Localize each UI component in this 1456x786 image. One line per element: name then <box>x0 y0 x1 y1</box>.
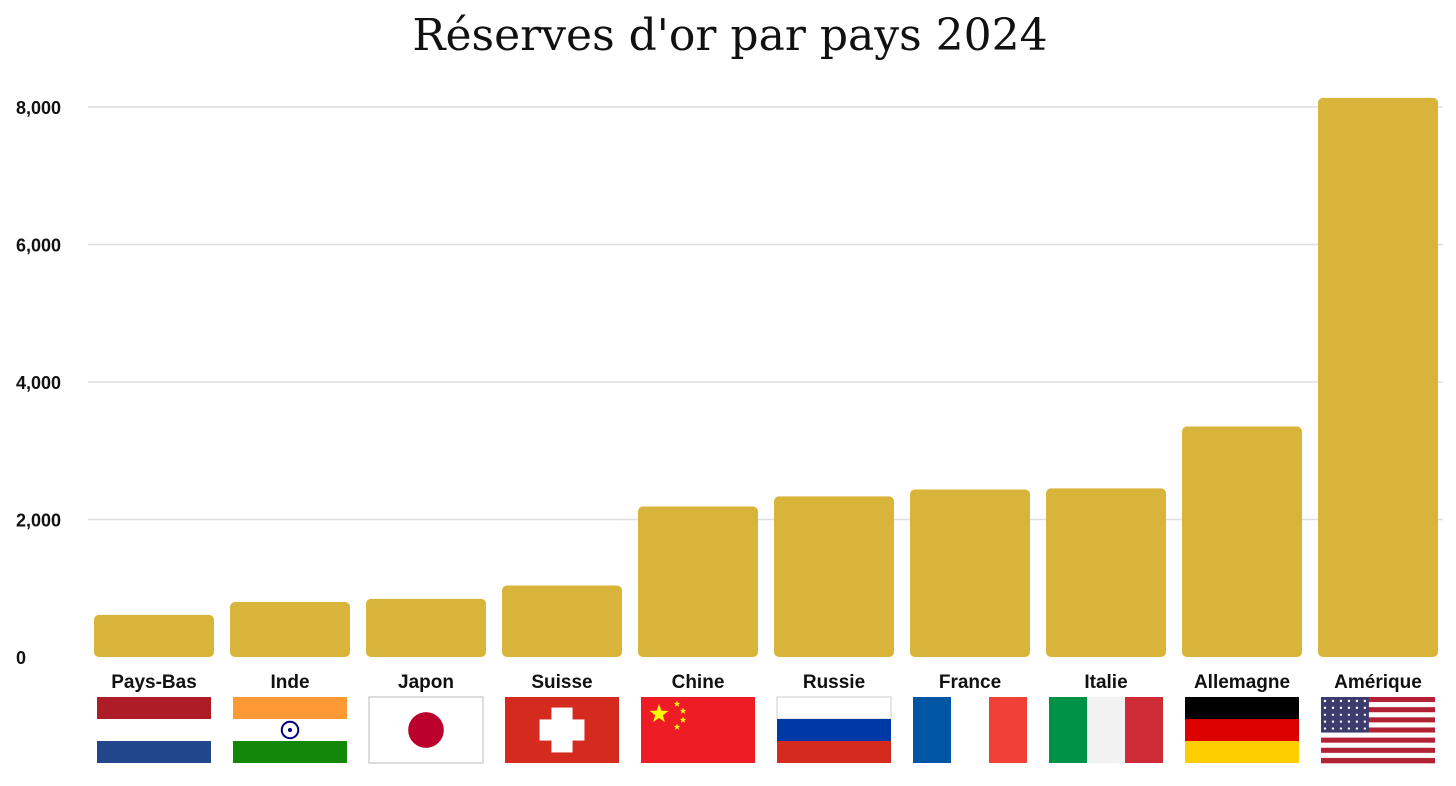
bar-italie <box>1046 488 1166 657</box>
china-flag-icon <box>641 697 755 763</box>
y-tick-label: 4,000 <box>16 373 61 393</box>
x-tick-label: Amérique <box>1334 672 1422 693</box>
y-tick-label: 8,000 <box>16 98 61 118</box>
x-tick-label: Pays-Bas <box>111 672 197 693</box>
bar-chine <box>638 506 758 657</box>
y-tick-label: 6,000 <box>16 236 61 256</box>
y-tick-label: 0 <box>16 648 26 668</box>
bar-pays-bas <box>94 614 214 657</box>
chart-title: Réserves d'or par pays 2024 <box>412 10 1047 61</box>
bars <box>94 97 1438 657</box>
netherlands-flag-icon <box>97 697 211 763</box>
bar-france <box>910 489 1030 657</box>
x-tick-label: Chine <box>672 672 725 693</box>
x-tick-label: Allemagne <box>1194 672 1290 693</box>
india-flag-icon <box>233 697 347 763</box>
germany-flag-icon <box>1185 697 1299 763</box>
y-axis-ticks: 0 2,000 4,000 6,000 8,000 <box>16 98 61 668</box>
y-tick-label: 2,000 <box>16 511 61 531</box>
x-tick-label: Russie <box>803 672 865 693</box>
bar-japon <box>366 598 486 657</box>
bar-amérique <box>1318 97 1438 657</box>
japan-flag-icon <box>368 696 484 764</box>
bar-inde <box>230 602 350 657</box>
x-tick-label: Inde <box>270 672 309 693</box>
x-tick-label: Italie <box>1084 672 1127 693</box>
x-tick-label: France <box>939 672 1001 693</box>
x-tick-label: Suisse <box>531 672 592 693</box>
x-axis-labels: Pays-Bas Inde Japon Suisse Chine Russie France… <box>111 672 1422 693</box>
x-tick-label: Japon <box>398 672 454 693</box>
russia-flag-icon <box>776 696 892 763</box>
flags <box>97 696 1435 764</box>
bar-suisse <box>502 585 622 657</box>
france-flag-icon <box>913 697 1027 763</box>
usa-flag-icon <box>1321 697 1435 764</box>
italy-flag-icon <box>1049 697 1163 763</box>
switzerland-flag-icon <box>505 697 619 763</box>
bar-russie <box>774 496 894 657</box>
bar-allemagne <box>1182 426 1302 657</box>
